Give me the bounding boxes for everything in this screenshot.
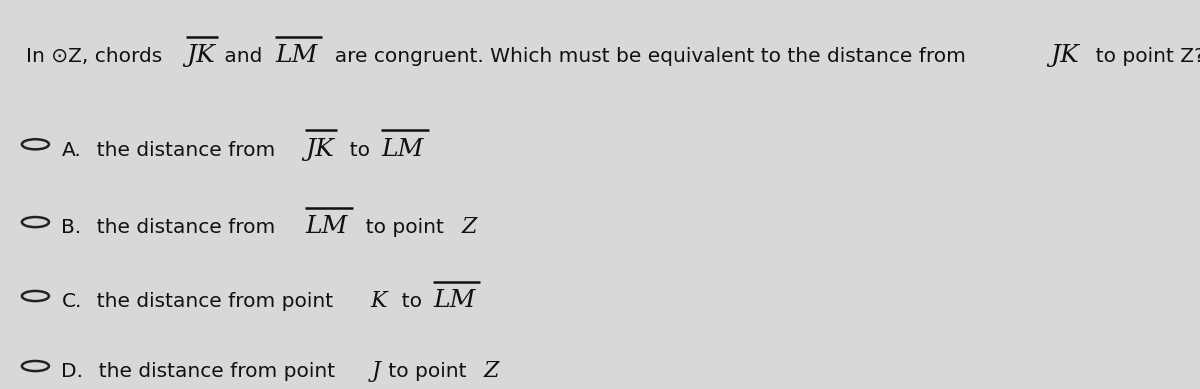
Text: to: to: [389, 292, 428, 311]
Text: D.: D.: [61, 362, 84, 381]
Text: JK: JK: [305, 138, 334, 161]
Text: to point Z?: to point Z?: [1082, 47, 1200, 66]
Text: LM: LM: [305, 216, 348, 238]
Text: In ⊙Z, chords: In ⊙Z, chords: [26, 47, 169, 66]
Text: to point: to point: [382, 362, 473, 381]
Text: to: to: [337, 140, 377, 159]
Text: JK: JK: [186, 44, 215, 67]
Text: LM: LM: [382, 138, 424, 161]
Text: and: and: [218, 47, 269, 66]
Text: are congruent. Which must be equivalent to the distance from: are congruent. Which must be equivalent …: [323, 47, 973, 66]
Text: to point: to point: [353, 218, 450, 237]
Text: B.: B.: [61, 218, 82, 237]
Text: C.: C.: [61, 292, 82, 311]
Text: the distance from point: the distance from point: [86, 362, 342, 381]
Text: J: J: [372, 360, 382, 382]
Text: A.: A.: [61, 140, 82, 159]
Text: LM: LM: [433, 289, 475, 312]
Text: Z: Z: [484, 360, 499, 382]
Text: LM: LM: [275, 44, 317, 67]
Text: JK: JK: [1050, 44, 1079, 67]
Text: the distance from: the distance from: [84, 218, 282, 237]
Text: the distance from: the distance from: [84, 140, 281, 159]
Text: the distance from point: the distance from point: [84, 292, 340, 311]
Text: Z: Z: [462, 216, 476, 238]
Text: K: K: [371, 290, 386, 312]
